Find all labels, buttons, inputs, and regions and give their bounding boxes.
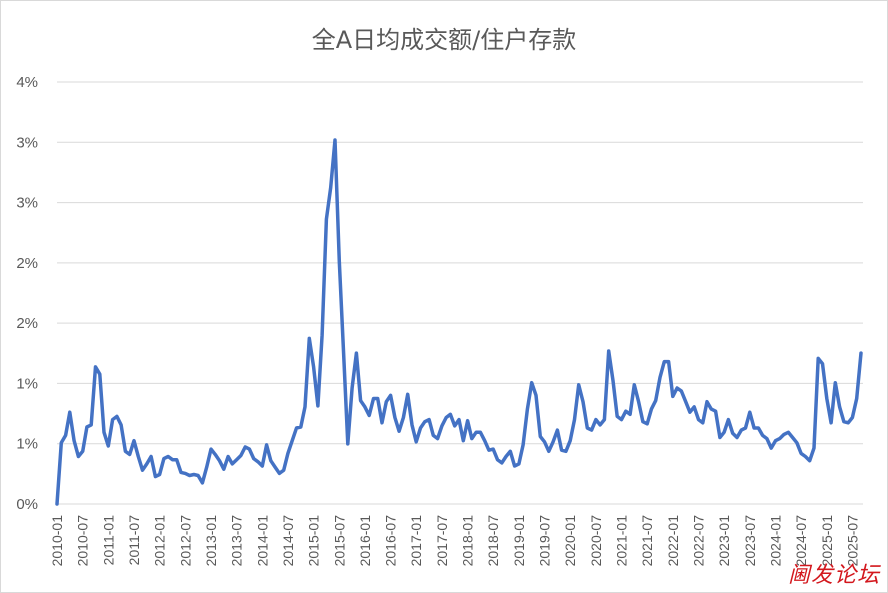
x-tick-label: 2011-01	[100, 515, 116, 566]
x-tick-label: 2018-01	[460, 515, 476, 567]
x-tick-label: 2014-01	[254, 515, 270, 567]
x-tick-label: 2020-07	[588, 515, 604, 567]
x-tick-label: 2021-07	[639, 515, 655, 567]
x-tick-label: 2016-01	[357, 515, 373, 567]
y-tick-label: 3%	[16, 195, 38, 212]
x-tick-label: 2019-01	[511, 515, 527, 567]
y-tick-label: 1%	[16, 375, 38, 392]
forum-watermark: 阃发论坛	[787, 563, 880, 588]
x-tick-label: 2015-01	[306, 515, 322, 567]
x-tick-label: 2024-01	[767, 515, 783, 567]
x-tick-label: 2018-07	[485, 515, 501, 567]
chart-title: 全A日均成交额/住户存款	[311, 26, 577, 54]
x-tick-label: 2021-01	[614, 515, 630, 567]
x-tick-label: 2024-07	[793, 515, 809, 567]
x-tick-label: 2013-07	[229, 515, 245, 567]
x-axis-tick-labels: 2010-01 2010-07 2011-01 2011-07 2012-01 2012-…	[49, 515, 860, 567]
x-tick-label: 2019-07	[537, 515, 553, 567]
x-tick-label: 2020-01	[562, 515, 578, 567]
y-tick-label: 2%	[16, 255, 38, 272]
x-tick-label: 2010-01	[49, 515, 65, 567]
series-line	[55, 138, 863, 506]
y-tick-label: 0%	[16, 496, 38, 513]
x-tick-label: 2015-07	[331, 515, 347, 567]
y-tick-label: 2%	[16, 315, 38, 332]
x-tick-label: 2010-07	[75, 515, 91, 567]
x-tick-label: 2017-07	[434, 515, 450, 567]
x-tick-label: 2022-01	[665, 515, 681, 567]
x-tick-label: 2016-07	[383, 515, 399, 567]
x-tick-label: 2022-07	[690, 515, 706, 567]
x-tick-label: 2014-07	[280, 515, 296, 567]
x-tick-label: 2011-07	[126, 515, 142, 566]
x-tick-label: 2023-01	[716, 515, 732, 567]
gridlines	[57, 81, 863, 505]
x-tick-label: 2017-01	[408, 515, 424, 567]
y-tick-label: 4%	[16, 74, 38, 91]
x-tick-label: 2023-07	[742, 515, 758, 567]
x-tick-label: 2012-01	[152, 515, 168, 567]
series-layer	[55, 138, 863, 506]
x-tick-label: 2025-01	[819, 515, 835, 567]
y-tick-label: 1%	[16, 436, 38, 453]
y-tick-label: 3%	[16, 134, 38, 151]
x-tick-label: 2013-01	[203, 515, 219, 567]
x-tick-label: 2012-07	[177, 515, 193, 567]
x-tick-label: 2025-07	[844, 515, 860, 567]
y-axis-tick-labels: 0% 1% 1% 2% 2% 3% 3% 4%	[16, 74, 38, 513]
